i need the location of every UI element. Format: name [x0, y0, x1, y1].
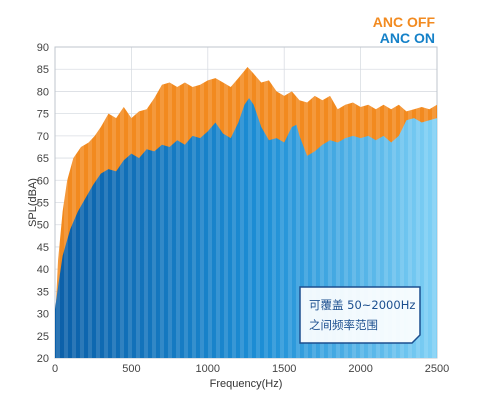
x-axis-label: Frequency(Hz)	[210, 378, 283, 390]
y-tick-label: 50	[37, 220, 49, 232]
y-tick-label: 25	[37, 331, 49, 343]
y-tick-label: 45	[37, 242, 49, 254]
y-tick-label: 35	[37, 286, 49, 298]
annotation-line-2: 之间频率范围	[309, 318, 378, 332]
y-tick-label: 70	[37, 131, 49, 143]
y-tick-label: 55	[37, 198, 49, 210]
x-tick-label: 0	[52, 363, 58, 375]
y-tick-label: 40	[37, 264, 49, 276]
x-tick-label: 500	[122, 363, 140, 375]
x-tick-label: 1000	[196, 363, 220, 375]
y-axis-label: SPL(dBA)	[27, 178, 39, 227]
x-tick-label: 2500	[425, 363, 449, 375]
y-tick-label: 30	[37, 309, 49, 321]
y-tick-label: 80	[37, 86, 49, 98]
legend-anc-on: ANC ON	[380, 30, 435, 46]
y-tick-label: 90	[37, 42, 49, 54]
y-tick-label: 20	[37, 353, 49, 365]
y-tick-label: 65	[37, 153, 49, 165]
legend-anc-off: ANC OFF	[373, 14, 436, 30]
annotation-box: 可覆盖 50~2000Hz 之间频率范围	[299, 286, 421, 344]
x-tick-label: 2000	[348, 363, 372, 375]
annotation-line-1: 可覆盖 50~2000Hz	[309, 298, 415, 312]
y-tick-label: 60	[37, 175, 49, 187]
x-tick-label: 1500	[272, 363, 296, 375]
y-tick-label: 85	[37, 64, 49, 76]
y-tick-label: 75	[37, 109, 49, 121]
